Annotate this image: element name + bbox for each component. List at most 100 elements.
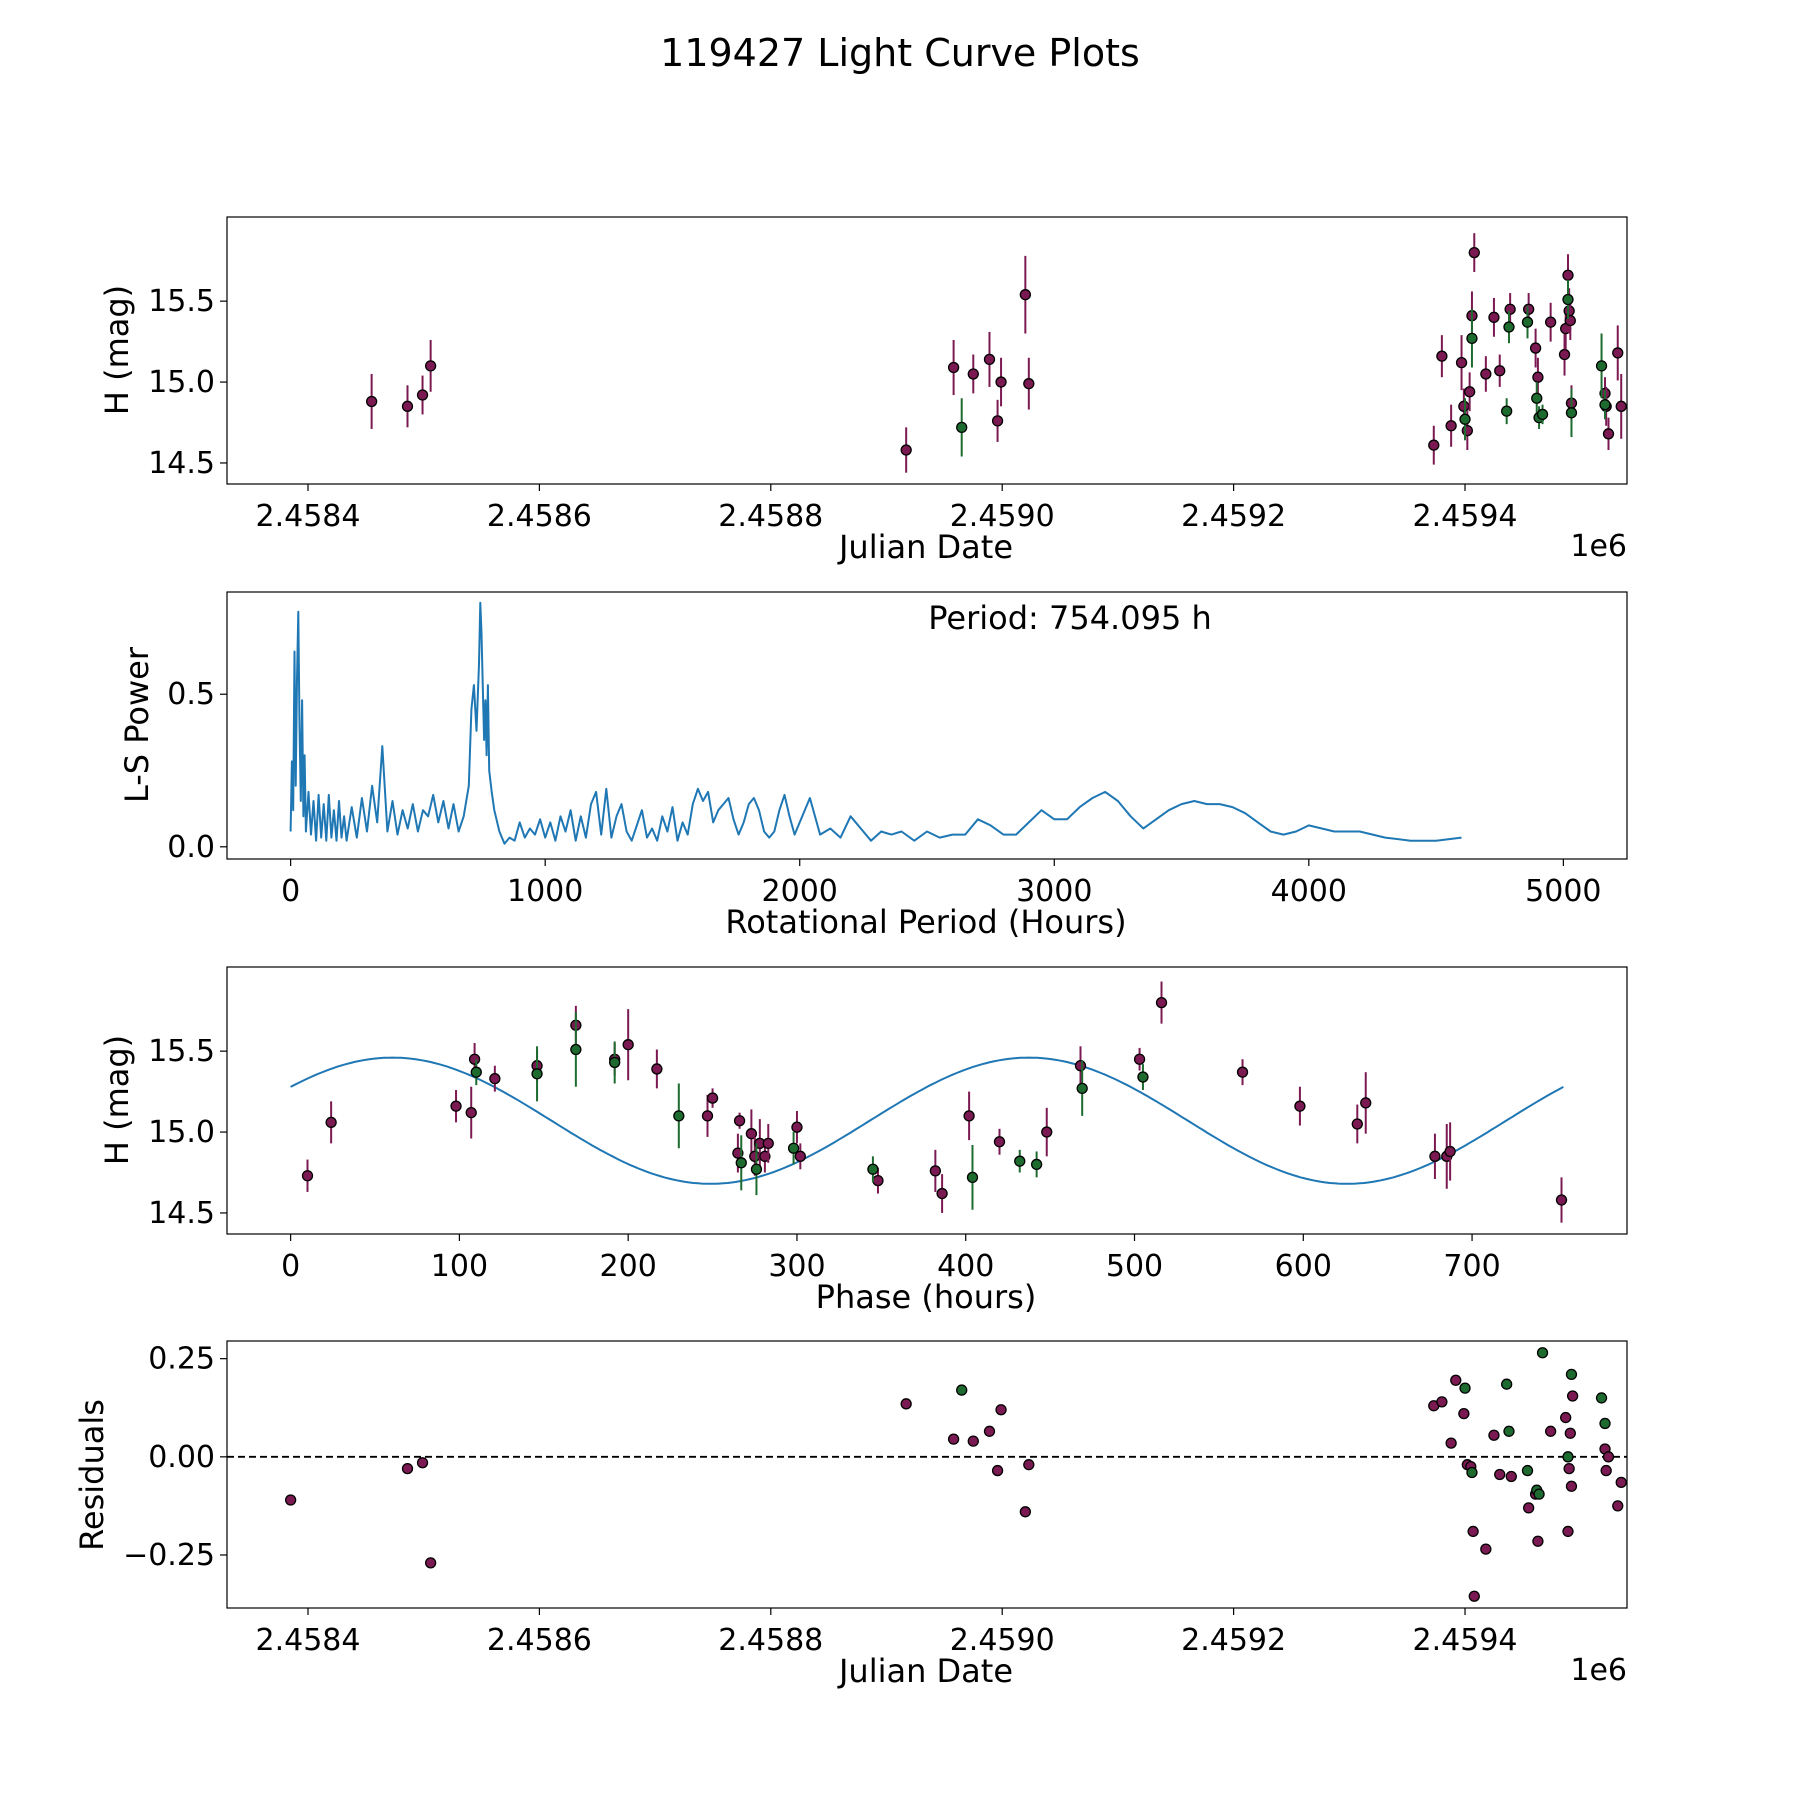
residuals-point-r [1615,1476,1627,1489]
phase-point-r [468,1053,481,1065]
phase-x-ticks: 0 100 200 300 400 500 600 700 [281,1234,1501,1284]
lightcurve-point-r [1544,316,1557,328]
residuals-y-tick-label: 0.00 [148,1440,215,1475]
residuals-point-r [1436,1396,1448,1408]
lightcurve-point-r [900,444,912,456]
residuals-point-r [1564,1427,1576,1439]
residuals-x-tick-label: 2.4588 [718,1623,823,1658]
periodogram-xlabel: Rotational Period (Hours) [725,903,1126,941]
phase-point-g [531,1068,543,1080]
phase-x-tick-label: 400 [937,1249,994,1284]
lightcurve-y-tick-label: 14.5 [148,446,215,481]
lightcurve-point-r [991,415,1004,427]
residuals-point-g [1562,1451,1574,1463]
lightcurve-point-r [1558,348,1571,361]
residuals-point-r [1467,1525,1479,1538]
lightcurve-point-g [1466,332,1478,345]
residuals-point-r [284,1494,297,1506]
residuals-point-g [1503,1425,1515,1437]
phase-point-r [791,1121,803,1133]
residuals-point-r [983,1425,996,1437]
residuals-x-tick-label: 2.4592 [1181,1623,1286,1658]
lightcurve-point-r [967,368,979,380]
lightcurve-point-r [947,361,960,374]
residuals-point-r [1505,1470,1517,1483]
lightcurve-point-r [1023,378,1035,390]
residuals-point-r [1600,1464,1612,1477]
lightcurve-point-r [1563,305,1575,317]
lightcurve-point-r [1564,314,1576,327]
phase-point-r [301,1170,314,1182]
residuals-x-tick-label: 2.4586 [487,1623,592,1658]
phase-point-r [1429,1150,1441,1162]
lightcurve-point-r [1445,420,1457,432]
residuals-point-r [1494,1468,1506,1481]
lightcurve-point-r [1494,365,1506,377]
lightcurve-x-tick-label: 2.4592 [1181,499,1286,534]
lightcurve-point-r [983,353,996,366]
lightcurve-point-r [1461,424,1473,437]
lightcurve-x-tick-label: 2.4586 [487,499,592,534]
phase-x-tick-label: 300 [768,1249,825,1284]
residuals-point-r [1450,1374,1462,1386]
lightcurve-ylabel: H (mag) [98,285,136,415]
phase-point-r [325,1116,337,1128]
periodogram-annotation: Period: 754.095 h [928,599,1212,637]
lightcurve-point-r [995,376,1007,388]
periodogram-ylabel: L-S Power [118,646,156,803]
residuals-ylabel: Residuals [73,1399,111,1551]
residuals-point-g [1595,1392,1608,1404]
phase-point-g [1137,1071,1149,1083]
residuals-point-r [1532,1535,1544,1547]
lightcurve-y-ticks: 14.5 15.0 15.5 [148,284,227,481]
phase-point-g [735,1157,747,1169]
phase-point-r [706,1092,719,1104]
lightcurve-point-r [1468,246,1480,259]
phase-y-tick-label: 15.5 [148,1034,215,1069]
residuals-point-g [1466,1466,1478,1479]
residuals-point-r [1019,1506,1031,1518]
periodogram-x-tick-label: 2000 [762,874,838,909]
periodogram-y-tick-label: 0.0 [167,830,215,865]
residuals-point-r [1023,1459,1035,1471]
residuals-point-r [1560,1411,1572,1424]
residuals-point-r [1488,1429,1500,1441]
phase-point-g [966,1171,979,1184]
phase-point-g [673,1110,685,1122]
lightcurve-point-g [1562,293,1574,306]
residuals-point-r [1612,1500,1624,1512]
lightcurve-point-r [1504,303,1516,315]
residuals-x-tick-label: 2.4590 [950,1623,1055,1658]
residuals-point-r [424,1557,437,1569]
lightcurve-point-r [1463,386,1476,398]
residuals-point-r [1544,1425,1557,1437]
residuals-point-r [1565,1480,1578,1492]
lightcurve-point-g [1595,360,1608,372]
phase-point-r [1351,1118,1363,1130]
phase-y-tick-label: 15.0 [148,1115,215,1150]
phase-point-r [1074,1060,1087,1072]
residuals-x-ticks: 2.4584 2.4586 2.4588 2.4590 2.4592 2.4594 [255,1608,1518,1658]
phase-ylabel: H (mag) [98,1035,136,1165]
lightcurve-point-r [365,395,378,408]
phase-point-g [570,1043,582,1056]
lightcurve-point-r [1612,347,1624,359]
residuals-point-r [1480,1543,1492,1555]
lightcurve-point-r [1615,400,1627,412]
lightcurve-point-r [1602,428,1615,440]
phase-points [301,981,1568,1223]
phase-point-g [787,1142,800,1154]
periodogram-x-ticks: 0 1000 2000 3000 4000 5000 [281,859,1602,909]
periodogram-x-tick-label: 3000 [1016,874,1092,909]
lightcurve-point-r [1455,356,1468,369]
lightcurve-y-tick-label: 15.5 [148,284,215,319]
residuals-point-r [967,1435,979,1447]
residuals-point-g [1501,1378,1513,1390]
phase-y-tick-label: 14.5 [148,1196,215,1231]
residuals-point-g [1599,1417,1611,1430]
phase-axes-frame [226,966,1628,1235]
lightcurve-point-r [1562,269,1574,281]
phase-x-tick-label: 200 [600,1249,657,1284]
phase-point-r [450,1100,462,1112]
